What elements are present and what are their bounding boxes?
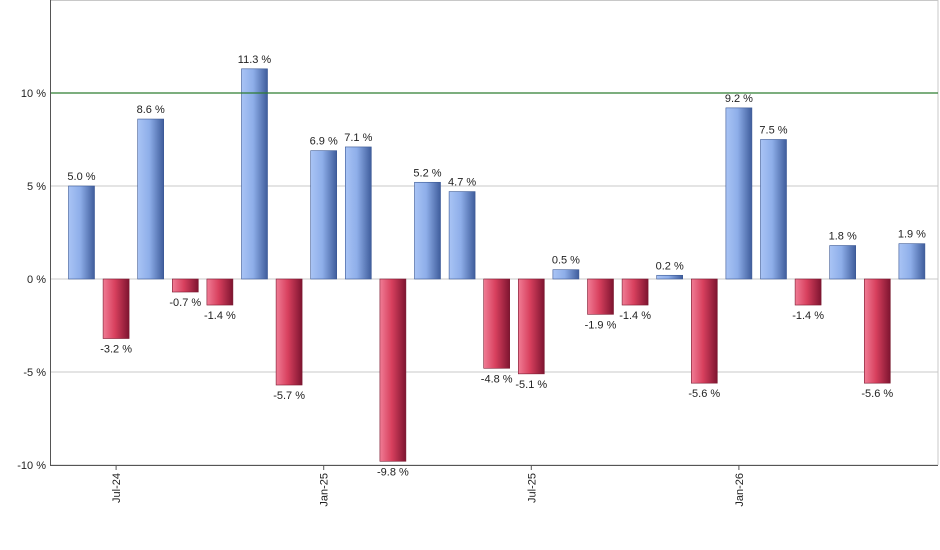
bar-8 (344, 146, 372, 280)
data-label-20: 7.5 % (759, 125, 787, 137)
bar-14 (552, 269, 580, 280)
bar-7 (310, 150, 338, 280)
data-label-1: -3.2 % (100, 344, 132, 356)
x-tick-label-0: Jul-24 (111, 473, 123, 503)
data-label-19: 9.2 % (725, 93, 753, 105)
bars (68, 68, 926, 462)
bar-11 (448, 191, 476, 280)
data-label-14: 0.5 % (552, 255, 580, 267)
data-label-8: 7.1 % (344, 132, 372, 144)
bar-21 (794, 278, 822, 306)
bar-16 (621, 278, 649, 306)
data-label-21: -1.4 % (792, 310, 824, 322)
bar-9 (379, 278, 407, 462)
bar-15 (587, 278, 614, 315)
bar-6 (275, 278, 303, 386)
data-label-4: -1.4 % (204, 310, 236, 322)
data-label-3: -0.7 % (169, 297, 201, 309)
axes: -10 % -5 % 0 % 5 % 10 % Jul-24 Jan-25 Jul-25 Jan… (17, 0, 938, 507)
bar-17 (656, 274, 684, 280)
x-tick-label-2: Jul-25 (526, 473, 538, 503)
bar-1 (102, 278, 130, 339)
bar-13 (517, 278, 545, 375)
data-label-12: -4.8 % (481, 373, 513, 385)
bar-23 (863, 278, 891, 384)
data-label-13: -5.1 % (515, 379, 547, 391)
data-label-7: 6.9 % (310, 136, 338, 148)
data-label-10: 5.2 % (413, 167, 441, 179)
bar-12 (483, 278, 511, 369)
data-label-22: 1.8 % (829, 231, 857, 243)
data-label-24: 1.9 % (898, 229, 926, 241)
grid-lines (50, 0, 939, 466)
bar-2 (137, 118, 164, 280)
data-label-2: 8.6 % (137, 104, 165, 116)
x-tick-label-3: Jan-26 (734, 473, 746, 507)
data-label-6: -5.7 % (273, 390, 305, 402)
data-label-17: 0.2 % (656, 260, 684, 272)
y-tick-label: -10 % (17, 460, 46, 472)
bar-18 (690, 278, 718, 384)
bar-5 (241, 68, 268, 280)
y-tick-label: -5 % (23, 367, 46, 379)
data-label-5: 11.3 % (238, 54, 272, 66)
y-tick-label: 10 % (21, 88, 46, 100)
data-label-15: -1.9 % (585, 319, 617, 331)
bar-24 (898, 243, 926, 280)
x-tick-label-1: Jan-25 (319, 473, 331, 507)
data-label-23: -5.6 % (861, 388, 893, 400)
data-label-16: -1.4 % (619, 310, 651, 322)
data-label-18: -5.6 % (688, 388, 720, 400)
bar-4 (206, 278, 234, 306)
bar-20 (760, 139, 787, 280)
data-label-9: -9.8 % (377, 466, 409, 478)
data-label-0: 5.0 % (67, 171, 95, 183)
y-tick-label: 5 % (27, 181, 46, 193)
bar-19 (725, 107, 753, 280)
data-label-11: 4.7 % (448, 177, 476, 189)
bar-0 (68, 185, 95, 280)
y-tick-label: 0 % (27, 274, 46, 286)
data-labels: 5.0 %-3.2 %8.6 %-0.7 %-1.4 %11.3 %-5.7 %… (67, 54, 926, 478)
bar-22 (829, 245, 857, 280)
bar-10 (414, 181, 441, 280)
bar-3 (172, 278, 199, 293)
